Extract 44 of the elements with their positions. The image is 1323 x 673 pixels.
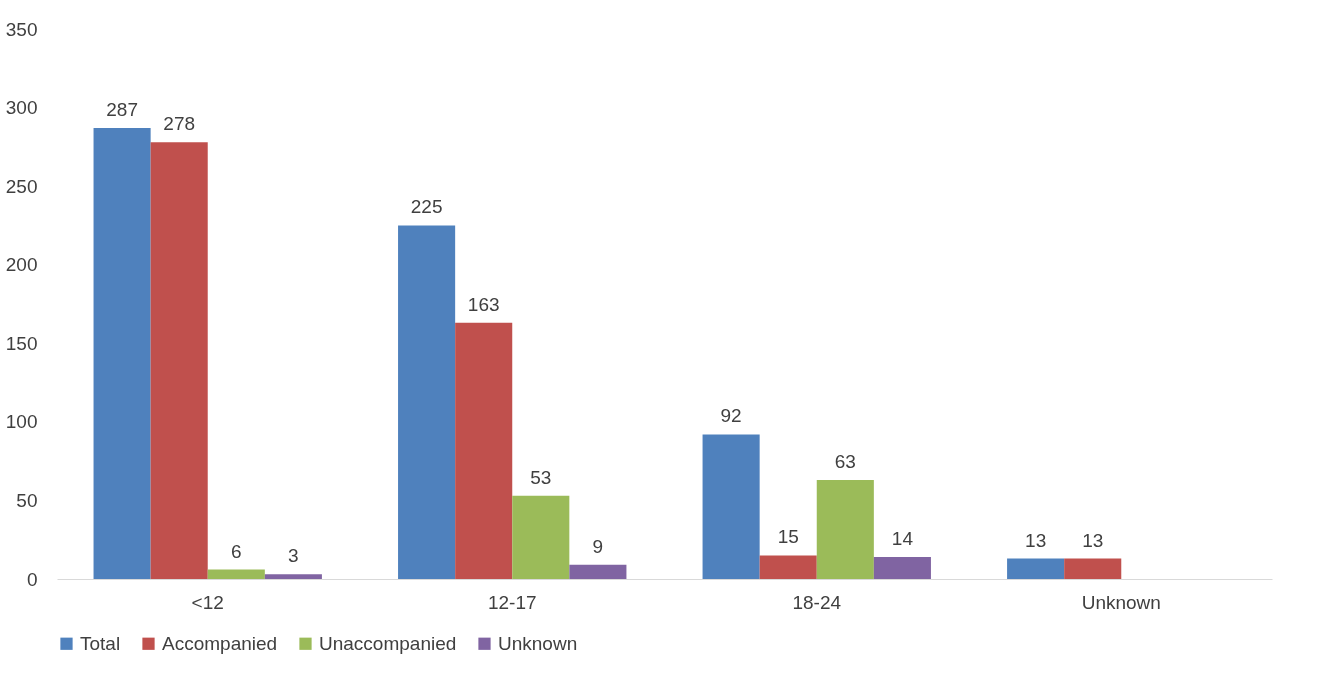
y-tick-label: 350 [5,18,38,40]
bar [264,574,322,579]
legend-label: Total [80,632,121,654]
legend-label: Unaccompanied [319,632,457,654]
y-tick-label: 150 [5,332,38,354]
bar [207,569,265,579]
bar [702,434,760,579]
y-tick-label: 300 [5,97,38,119]
bar [512,495,570,579]
bar [873,557,931,579]
data-label: 13 [1082,529,1104,551]
x-tick-label: 12-17 [487,591,537,613]
bar [816,480,874,579]
data-label: 3 [288,545,299,567]
bar [455,322,513,579]
y-tick-label: 50 [16,489,38,511]
legend-label: Accompanied [162,632,278,654]
x-tick-label: Unknown [1081,591,1161,613]
bar [1064,558,1122,579]
data-label: 15 [777,526,799,548]
data-label: 53 [530,466,552,488]
bar [1007,558,1065,579]
bar [398,225,456,579]
bar [150,142,208,579]
data-label: 63 [834,451,856,472]
bar [569,564,627,579]
bar [93,128,151,579]
data-label: 287 [106,99,138,120]
data-label: 225 [410,196,443,218]
x-tick-label: 18-24 [792,591,842,613]
y-tick-label: 250 [5,175,38,197]
data-label: 13 [1025,529,1047,551]
data-label: 278 [163,113,196,135]
data-label: 9 [592,535,604,557]
data-label: 163 [467,293,500,315]
x-tick-label: <12 [191,591,224,613]
y-tick-label: 0 [26,568,38,590]
data-label: 92 [720,405,742,427]
bar [759,555,817,579]
data-label: 6 [230,540,242,562]
y-tick-label: 100 [5,411,38,433]
data-label: 14 [891,528,914,549]
y-tick-label: 200 [5,254,38,276]
legend-label: Unknown [498,632,578,654]
